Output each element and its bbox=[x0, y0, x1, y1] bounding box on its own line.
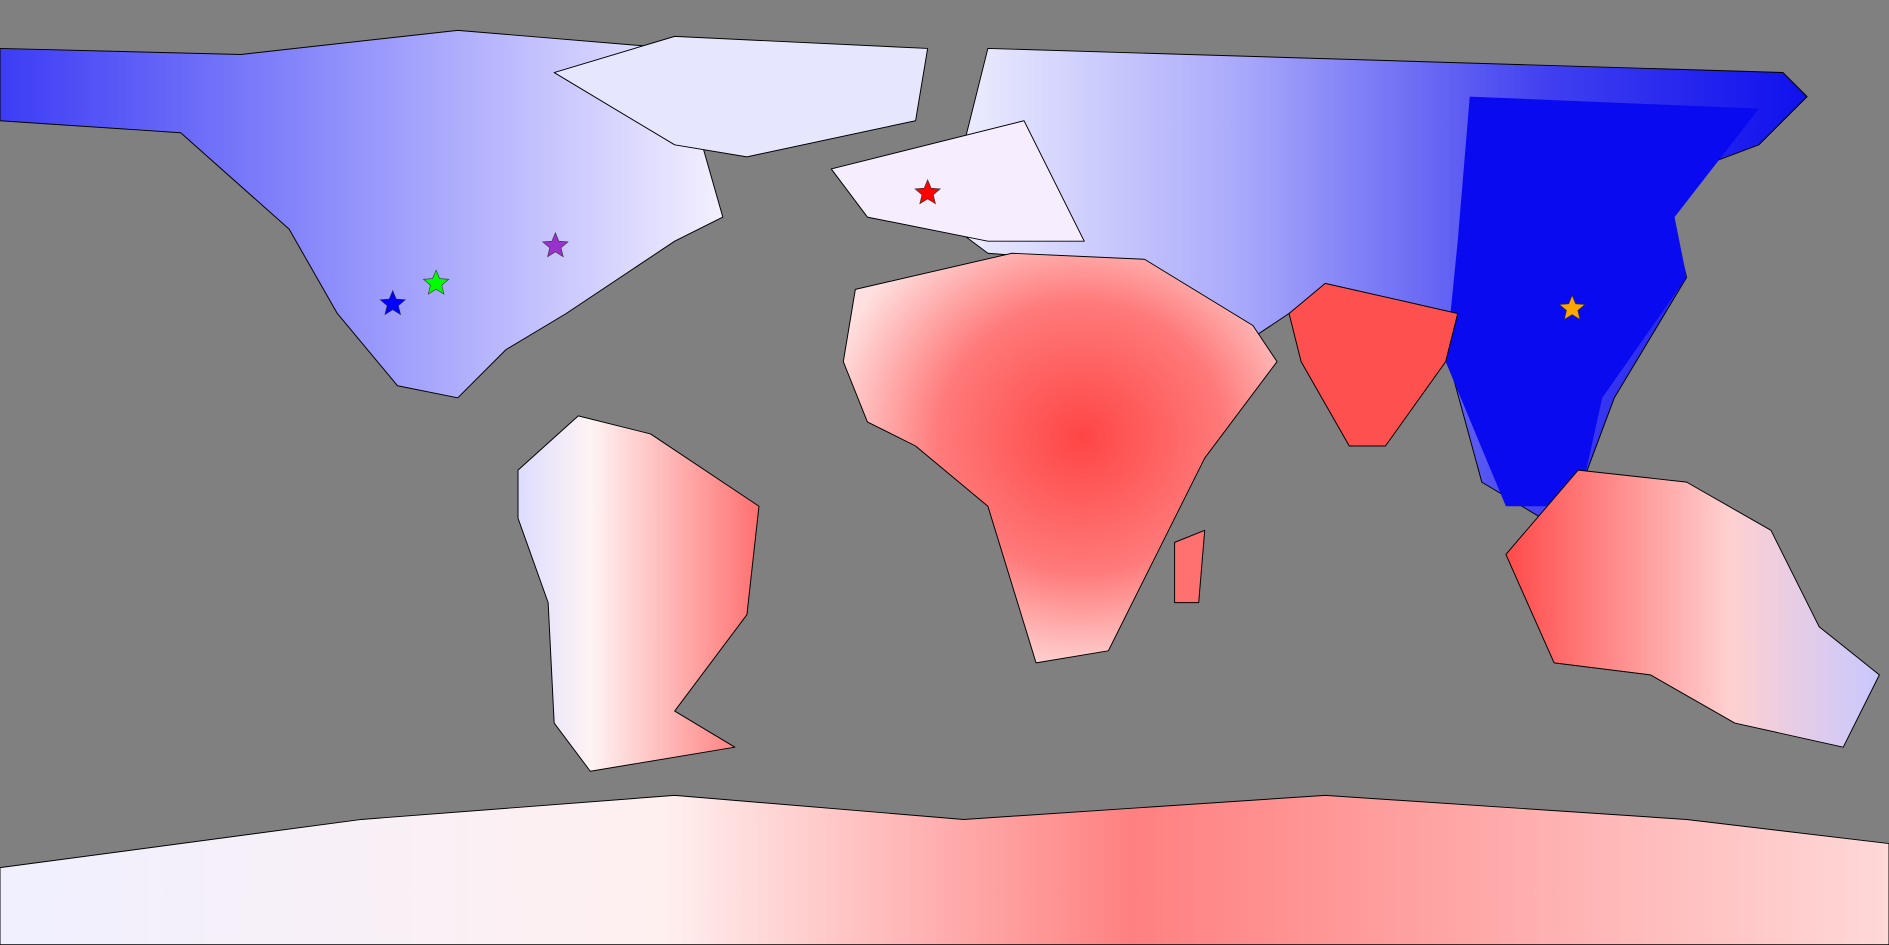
africa bbox=[842, 252, 1278, 664]
marker-star bbox=[541, 231, 569, 258]
east-asia bbox=[1445, 96, 1759, 507]
india bbox=[1288, 282, 1459, 447]
australia bbox=[1505, 469, 1880, 748]
south-america bbox=[517, 415, 760, 772]
western-europe bbox=[830, 120, 1085, 242]
marker-star bbox=[379, 289, 407, 316]
greenland bbox=[553, 35, 929, 158]
markers bbox=[379, 178, 1586, 321]
marker-star bbox=[1558, 294, 1586, 321]
north-america bbox=[0, 29, 724, 399]
marker-star bbox=[914, 178, 942, 205]
madagascar bbox=[1174, 529, 1206, 604]
marker-star bbox=[422, 269, 450, 295]
